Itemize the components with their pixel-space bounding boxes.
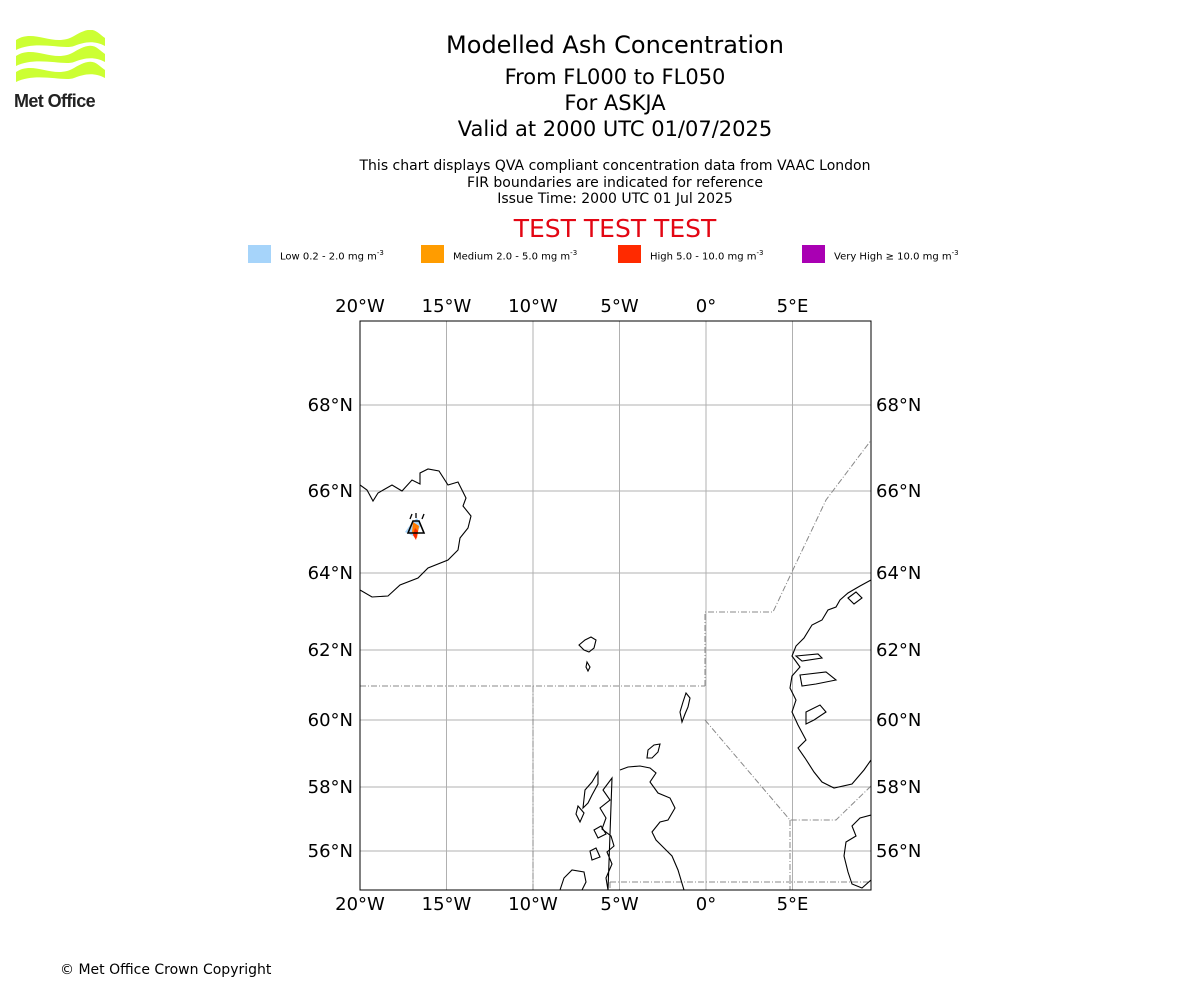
lat-tick-label-left: 64°N — [308, 563, 353, 584]
lat-tick-label-right: 64°N — [876, 563, 921, 584]
valid-time: Valid at 2000 UTC 01/07/2025 — [457, 117, 773, 141]
norway-fjord-detail — [799, 671, 838, 687]
test-warning: TEST TEST TEST — [513, 214, 717, 243]
subtitle-line-1: This chart displays QVA compliant concen… — [359, 158, 871, 174]
lon-tick-label-top: 20°W — [335, 296, 385, 317]
orkney-islands — [646, 743, 661, 759]
lat-tick-label-right: 56°N — [876, 841, 921, 862]
lat-tick-label-right: 68°N — [876, 395, 921, 416]
subtitle-line-2: FIR boundaries are indicated for referen… — [467, 175, 763, 191]
map-background — [360, 321, 871, 890]
lon-tick-label-bottom: 10°W — [508, 894, 558, 915]
met-office-logo: Met Office — [14, 30, 106, 112]
shetland-islands — [679, 691, 691, 724]
faroe-islands — [585, 660, 591, 673]
norway-fjord-detail — [794, 653, 824, 662]
map-panel[interactable]: 20°W 20°W 15°W 15°W 10°W 10°W 5°W 5°W 0° 0° 5°E 5°E… — [290, 290, 940, 920]
lat-tick-label-right: 62°N — [876, 640, 921, 661]
logo-text: Met Office — [14, 91, 96, 111]
fir-boundaries — [360, 439, 871, 890]
faroe-islands — [578, 636, 597, 653]
hebrides — [575, 804, 585, 824]
hebrides — [582, 770, 599, 810]
hebrides — [589, 847, 601, 861]
fir-boundary-line — [704, 439, 871, 686]
lon-tick-label-bottom: 0° — [696, 894, 716, 915]
chart-title: Modelled Ash Concentration — [446, 31, 784, 59]
lat-tick-label-right: 66°N — [876, 481, 921, 502]
lon-tick-label-bottom: 15°W — [422, 894, 472, 915]
legend-label-low: Low 0.2 - 2.0 mg m-3 — [280, 249, 384, 263]
lon-tick-label-bottom: 5°W — [600, 894, 638, 915]
lon-tick-label-bottom: 5°E — [777, 894, 809, 915]
lat-tick-label-left: 62°N — [308, 640, 353, 661]
ash-map[interactable]: 20°W 20°W 15°W 15°W 10°W 10°W 5°W 5°W 0° 0° 5°E 5°E… — [290, 290, 940, 920]
map-frame — [359, 320, 872, 891]
scotland-coastline — [599, 765, 685, 890]
legend-swatch-medium — [421, 245, 444, 263]
norway-coastline — [789, 579, 871, 789]
lon-tick-label-top: 5°W — [600, 296, 638, 317]
legend-swatch-very-high — [802, 245, 825, 263]
axis-tick-labels: 20°W 20°W 15°W 15°W 10°W 10°W 5°W 5°W 0° 0° 5°E 5°E… — [308, 296, 922, 915]
lon-tick-label-top: 5°E — [777, 296, 809, 317]
volcano-icon[interactable] — [405, 513, 426, 540]
hebrides — [593, 825, 607, 839]
met-office-waves-icon — [16, 30, 105, 82]
legend-label-very-high: Very High ≥ 10.0 mg m-3 — [834, 249, 959, 263]
issue-time: Issue Time: 2000 UTC 01 Jul 2025 — [497, 191, 733, 207]
lat-tick-label-left: 56°N — [308, 841, 353, 862]
lat-tick-label-right: 60°N — [876, 710, 921, 731]
lat-tick-label-left: 58°N — [308, 777, 353, 798]
norway-fjord-detail — [805, 704, 827, 725]
northern-ireland-coastline — [559, 869, 587, 890]
lon-tick-label-top: 15°W — [422, 296, 472, 317]
denmark-sweden-coastline — [843, 814, 871, 889]
copyright-notice: © Met Office Crown Copyright — [60, 962, 272, 978]
legend-swatch-low — [248, 245, 271, 263]
norway-fjord-detail — [847, 591, 863, 605]
fir-boundary-line — [704, 719, 871, 821]
volcano-name: For ASKJA — [564, 91, 666, 115]
lat-tick-label-left: 66°N — [308, 481, 353, 502]
legend-label-high: High 5.0 - 10.0 mg m-3 — [650, 249, 764, 263]
lat-tick-label-left: 68°N — [308, 395, 353, 416]
gridlines — [360, 321, 871, 890]
lat-tick-label-right: 58°N — [876, 777, 921, 798]
legend-swatch-high — [618, 245, 641, 263]
flight-level-range: From FL000 to FL050 — [504, 65, 726, 89]
lon-tick-label-top: 0° — [696, 296, 716, 317]
lat-tick-label-left: 60°N — [308, 710, 353, 731]
lon-tick-label-bottom: 20°W — [335, 894, 385, 915]
coastlines — [360, 468, 871, 890]
lon-tick-label-top: 10°W — [508, 296, 558, 317]
iceland-coastline — [360, 468, 472, 598]
legend-label-medium: Medium 2.0 - 5.0 mg m-3 — [453, 249, 578, 263]
